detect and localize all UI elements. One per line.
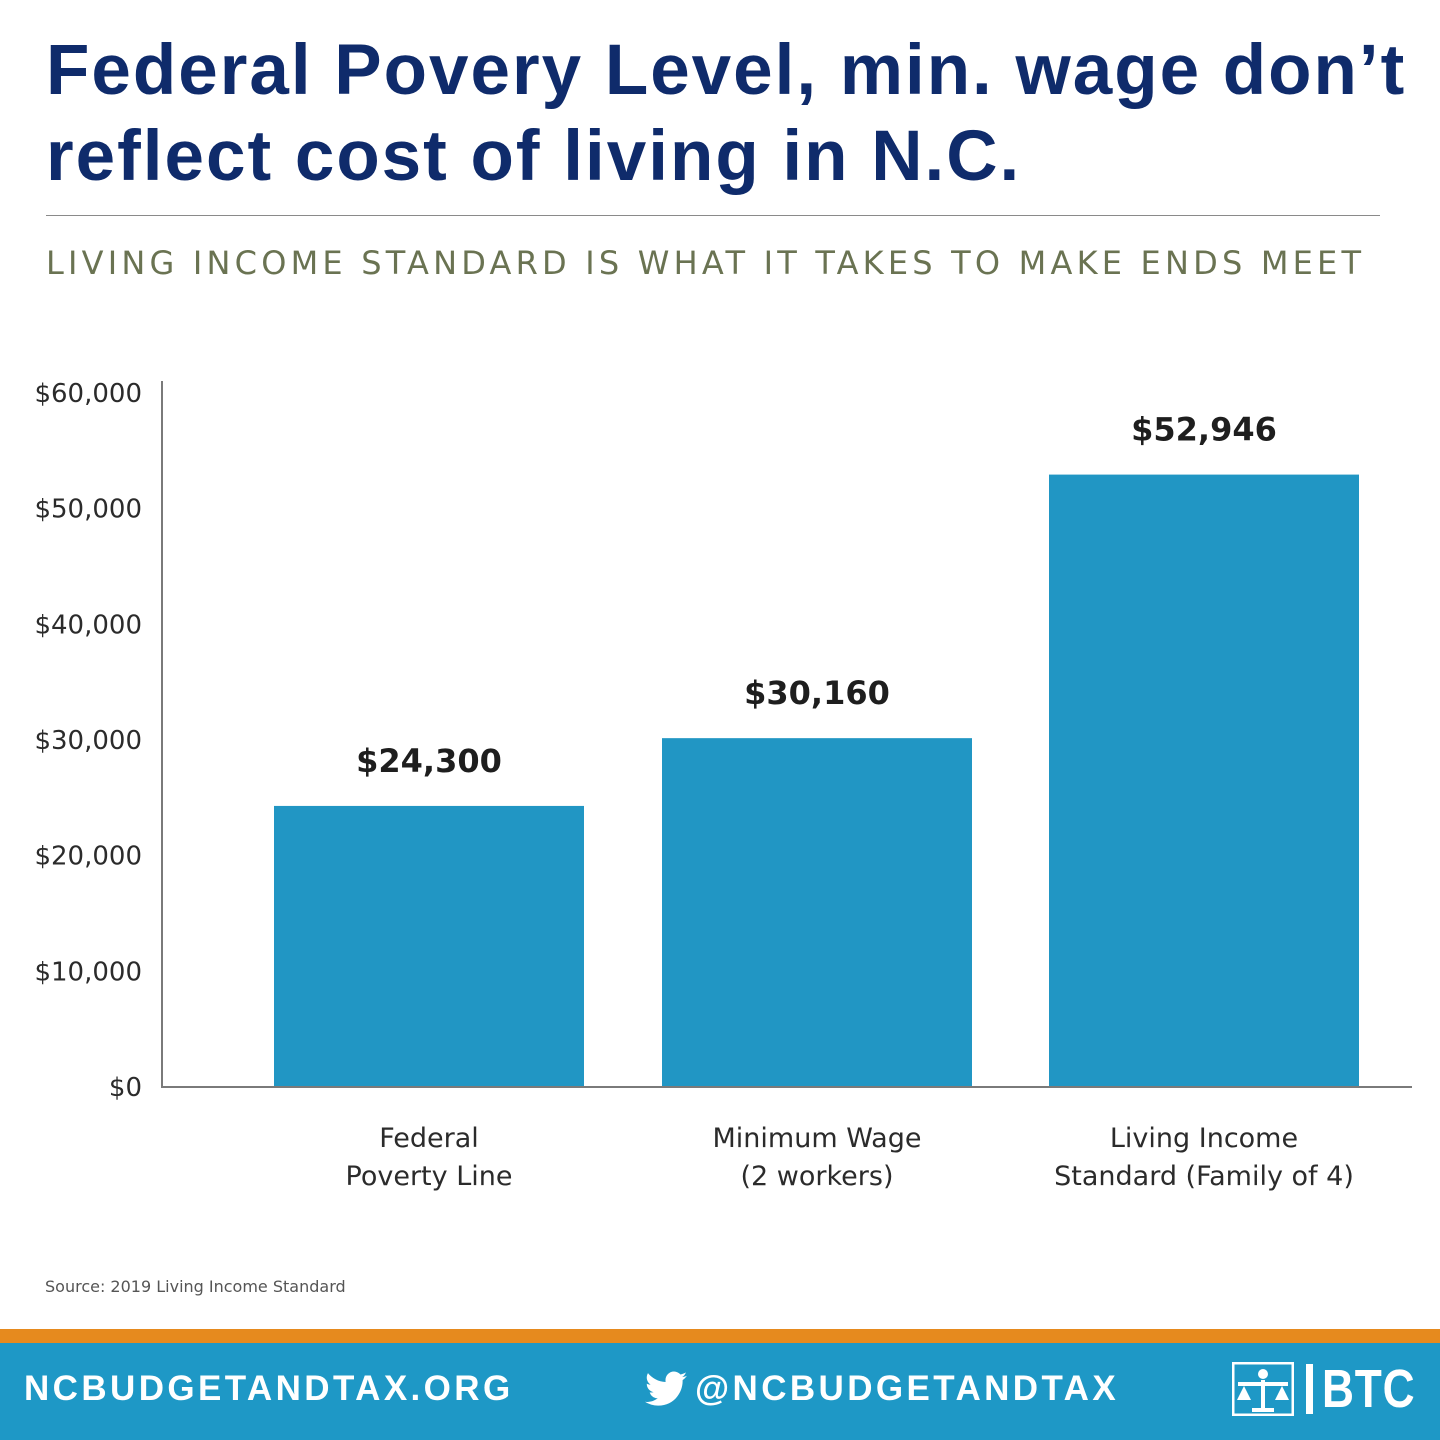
twitter-handle-text: @NCBUDGETANDTAX <box>695 1369 1120 1408</box>
y-tick-label: $10,000 <box>34 957 142 987</box>
x-category-label: Living Income <box>1110 1123 1298 1154</box>
chart-subtitle: LIVING INCOME STANDARD IS WHAT IT TAKES … <box>46 244 1366 282</box>
footer-bar <box>0 1343 1440 1440</box>
y-tick-label: $50,000 <box>34 495 142 525</box>
chart-title: Federal Povery Level, min. wage don’t re… <box>46 31 1407 196</box>
data-label: $52,946 <box>1131 411 1277 449</box>
x-category-label: Minimum Wage <box>713 1123 922 1154</box>
y-tick-label: $60,000 <box>34 379 142 409</box>
x-category-label: Federal <box>379 1123 479 1154</box>
source-note: Source: 2019 Living Income Standard <box>45 1277 346 1296</box>
bar-chart: $0 $10,000 $20,000 $30,000 $40,000 $50,000 $60… <box>34 379 1412 1192</box>
x-category-label: Standard (Family of 4) <box>1054 1161 1354 1192</box>
x-category-label: (2 workers) <box>741 1161 894 1192</box>
y-tick-label: $40,000 <box>34 610 142 640</box>
bar <box>662 738 972 1087</box>
logo-separator <box>1306 1364 1313 1414</box>
y-tick-label: $0 <box>109 1073 142 1103</box>
website-link[interactable]: NCBUDGETANDTAX.ORG <box>24 1369 514 1408</box>
btc-scales-logo-icon <box>1232 1362 1294 1416</box>
y-tick-label: $20,000 <box>34 842 142 872</box>
twitter-bird-icon <box>645 1371 687 1406</box>
btc-logo[interactable]: BTC <box>1232 1360 1436 1418</box>
y-tick-label: $30,000 <box>34 726 142 756</box>
footer-accent-stripe <box>0 1329 1440 1343</box>
data-label: $24,300 <box>356 742 502 780</box>
bar <box>1049 474 1359 1087</box>
x-category-label: Poverty Line <box>346 1161 513 1192</box>
logo-text: BTC <box>1322 1359 1416 1419</box>
twitter-handle-link[interactable]: @NCBUDGETANDTAX <box>645 1366 1119 1412</box>
data-label: $30,160 <box>744 674 890 712</box>
title-divider <box>46 215 1380 216</box>
bar <box>274 805 584 1087</box>
